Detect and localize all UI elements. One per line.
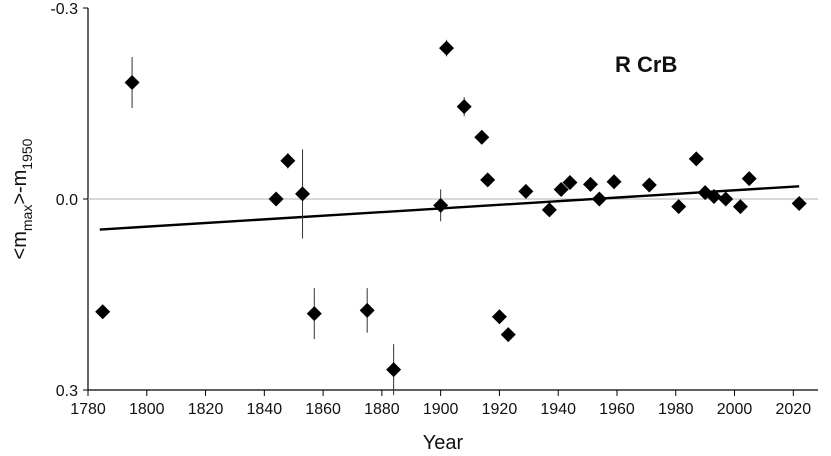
y-tick-label: 0.0: [56, 192, 78, 209]
data-point: [491, 309, 507, 325]
data-point: [591, 191, 607, 207]
x-tick-label: 1820: [188, 401, 224, 418]
data-point: [359, 302, 375, 318]
data-point: [474, 129, 490, 145]
x-tick-label: 1900: [423, 401, 459, 418]
x-tick-label: 2020: [776, 401, 812, 418]
data-point: [124, 74, 140, 90]
data-point: [295, 186, 311, 202]
data-point: [671, 199, 687, 215]
y-axis-title-sub1: max: [19, 205, 35, 231]
data-point: [641, 177, 657, 193]
data-point: [732, 199, 748, 215]
x-tick-label: 1920: [482, 401, 518, 418]
chart-annotation: R CrB: [615, 52, 677, 77]
data-point: [741, 171, 757, 187]
data-point: [562, 174, 578, 190]
x-tick-label: 1940: [540, 401, 576, 418]
data-point: [306, 306, 322, 322]
y-axis-title: <mmax>-m1950: [9, 138, 35, 259]
x-tick-label: 1780: [70, 401, 106, 418]
trend-line: [99, 185, 800, 231]
data-point: [718, 191, 734, 207]
y-axis-title-part1: <m: [9, 231, 31, 259]
data-point: [95, 304, 111, 320]
data-point: [268, 191, 284, 207]
data-point: [606, 174, 622, 190]
data-point: [439, 40, 455, 56]
y-axis-title-part2: >-m: [9, 170, 31, 205]
data-point: [706, 188, 722, 204]
data-point: [553, 181, 569, 197]
x-tick-label: 1860: [305, 401, 341, 418]
data-point: [456, 99, 472, 115]
x-tick-label: 1800: [129, 401, 165, 418]
x-tick-label: 1880: [364, 401, 400, 418]
y-tick-label: -0.3: [50, 1, 78, 18]
y-axis-title-sub2: 1950: [19, 138, 35, 169]
data-point: [386, 362, 402, 378]
x-tick-label: 1840: [247, 401, 283, 418]
data-point: [433, 197, 449, 213]
data-point: [583, 176, 599, 192]
x-axis-title: Year: [423, 432, 464, 454]
x-tick-label: 1980: [658, 401, 694, 418]
data-point: [500, 327, 516, 343]
data-point: [688, 151, 704, 167]
y-tick-label: 0.3: [56, 383, 78, 400]
data-point: [480, 172, 496, 188]
x-tick-label: 2000: [717, 401, 753, 418]
x-tick-label: 1960: [599, 401, 635, 418]
data-point: [541, 202, 557, 218]
data-point: [280, 153, 296, 169]
data-point: [791, 195, 807, 211]
data-point: [518, 183, 534, 199]
